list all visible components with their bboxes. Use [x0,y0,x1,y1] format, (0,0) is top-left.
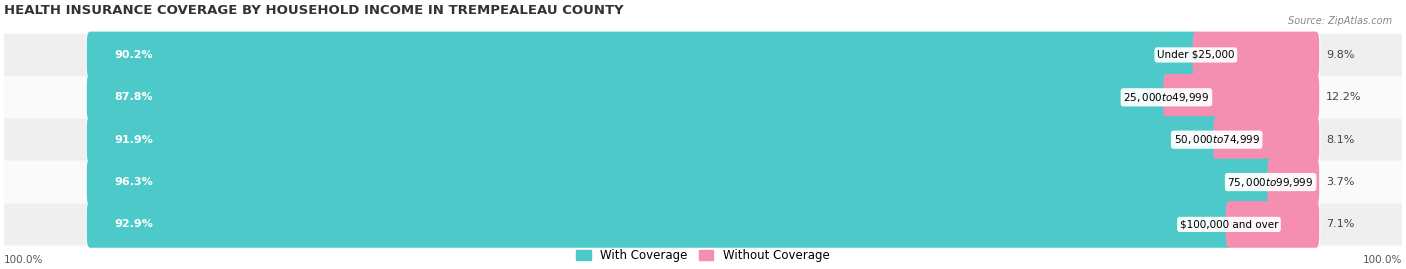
Text: 12.2%: 12.2% [1326,92,1361,102]
Text: 92.9%: 92.9% [114,220,153,229]
FancyBboxPatch shape [87,31,1199,78]
Text: 8.1%: 8.1% [1326,135,1354,145]
FancyBboxPatch shape [87,159,1274,206]
FancyBboxPatch shape [87,74,1170,121]
FancyBboxPatch shape [1267,159,1319,206]
FancyBboxPatch shape [87,116,1319,163]
FancyBboxPatch shape [87,201,1319,248]
FancyBboxPatch shape [87,116,1220,163]
Legend: With Coverage, Without Coverage: With Coverage, Without Coverage [572,244,834,267]
Text: 3.7%: 3.7% [1326,177,1354,187]
Text: 9.8%: 9.8% [1326,50,1354,60]
FancyBboxPatch shape [4,161,1402,203]
Text: 7.1%: 7.1% [1326,220,1354,229]
FancyBboxPatch shape [4,203,1402,246]
Text: 91.9%: 91.9% [114,135,153,145]
FancyBboxPatch shape [87,201,1232,248]
FancyBboxPatch shape [1213,116,1319,163]
FancyBboxPatch shape [4,34,1402,76]
Text: Under $25,000: Under $25,000 [1157,50,1234,60]
FancyBboxPatch shape [1192,31,1319,78]
FancyBboxPatch shape [87,74,1319,121]
Text: 100.0%: 100.0% [1362,255,1402,265]
FancyBboxPatch shape [1163,74,1319,121]
Text: $25,000 to $49,999: $25,000 to $49,999 [1123,91,1209,104]
Text: 87.8%: 87.8% [114,92,153,102]
Text: HEALTH INSURANCE COVERAGE BY HOUSEHOLD INCOME IN TREMPEALEAU COUNTY: HEALTH INSURANCE COVERAGE BY HOUSEHOLD I… [4,4,624,17]
Text: $100,000 and over: $100,000 and over [1180,220,1278,229]
FancyBboxPatch shape [4,118,1402,161]
FancyBboxPatch shape [4,76,1402,118]
FancyBboxPatch shape [87,31,1319,78]
Text: Source: ZipAtlas.com: Source: ZipAtlas.com [1288,16,1392,26]
Text: 100.0%: 100.0% [4,255,44,265]
FancyBboxPatch shape [1226,201,1319,248]
Text: 90.2%: 90.2% [114,50,153,60]
Text: 96.3%: 96.3% [114,177,153,187]
Text: $75,000 to $99,999: $75,000 to $99,999 [1227,176,1313,189]
FancyBboxPatch shape [87,159,1319,206]
Text: $50,000 to $74,999: $50,000 to $74,999 [1174,133,1260,146]
